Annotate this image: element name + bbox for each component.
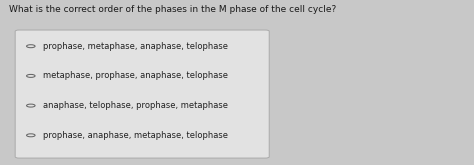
Text: anaphase, telophase, prophase, metaphase: anaphase, telophase, prophase, metaphase — [43, 101, 228, 110]
FancyBboxPatch shape — [15, 30, 269, 158]
Text: prophase, anaphase, metaphase, telophase: prophase, anaphase, metaphase, telophase — [43, 131, 228, 140]
Text: metaphase, prophase, anaphase, telophase: metaphase, prophase, anaphase, telophase — [43, 71, 228, 80]
Text: prophase, metaphase, anaphase, telophase: prophase, metaphase, anaphase, telophase — [43, 42, 228, 51]
Text: What is the correct order of the phases in the M phase of the cell cycle?: What is the correct order of the phases … — [9, 5, 337, 14]
